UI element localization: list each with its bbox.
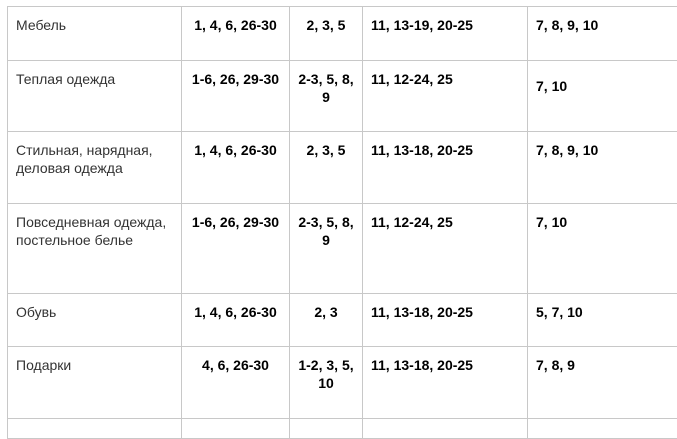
cell-col-3: 11, 13-18, 20-25	[363, 294, 528, 347]
category-cell: Повседневная одежда, постельное белье	[8, 204, 182, 294]
cell-col-4: 7, 10	[528, 61, 677, 132]
cell-col-1: 1, 4, 6, 26-30	[182, 132, 290, 204]
cell-col-2: 2-3, 5, 8, 9	[290, 61, 363, 132]
cell-col-2: 2, 3	[290, 294, 363, 347]
category-cell: Подарки	[8, 347, 182, 419]
cell-col-2: 2, 3, 5	[290, 132, 363, 204]
cell-col-4: 7, 8, 9, 10	[528, 7, 677, 61]
cell-col-1: 1-6, 26, 29-30	[182, 204, 290, 294]
cell-col-4: 7, 8, 9	[528, 347, 677, 419]
category-cell: Стильная, нарядная, деловая одежда	[8, 132, 182, 204]
cell-col-1: 4, 6, 26-30	[182, 347, 290, 419]
cell-col-1: 1-6, 26, 29-30	[182, 61, 290, 132]
cell-col-4: 5, 7, 10	[528, 294, 677, 347]
cell-col-4: 7, 8, 9, 10	[528, 132, 677, 204]
category-cell: Теплая одежда	[8, 61, 182, 132]
category-cell: Обувь	[8, 294, 182, 347]
category-cell: Мебель	[8, 7, 182, 61]
cell-col-3: 11, 13-19, 20-25	[363, 7, 528, 61]
cell-col-3: 11, 13-18, 20-25	[363, 132, 528, 204]
cell-col-4: 7, 10	[528, 204, 677, 294]
cell-col-2: 1-2, 3, 5, 10	[290, 347, 363, 419]
cell-col-3: 11, 13-18, 20-25	[363, 347, 528, 419]
cell-col-3: 11, 12-24, 25	[363, 61, 528, 132]
cell-col-1: 1, 4, 6, 26-30	[182, 294, 290, 347]
cell-col-2: 2-3, 5, 8, 9	[290, 204, 363, 294]
cell-col-3: 11, 12-24, 25	[363, 204, 528, 294]
cell-col-1: 1, 4, 6, 26-30	[182, 7, 290, 61]
cell-col-2: 2, 3, 5	[290, 7, 363, 61]
